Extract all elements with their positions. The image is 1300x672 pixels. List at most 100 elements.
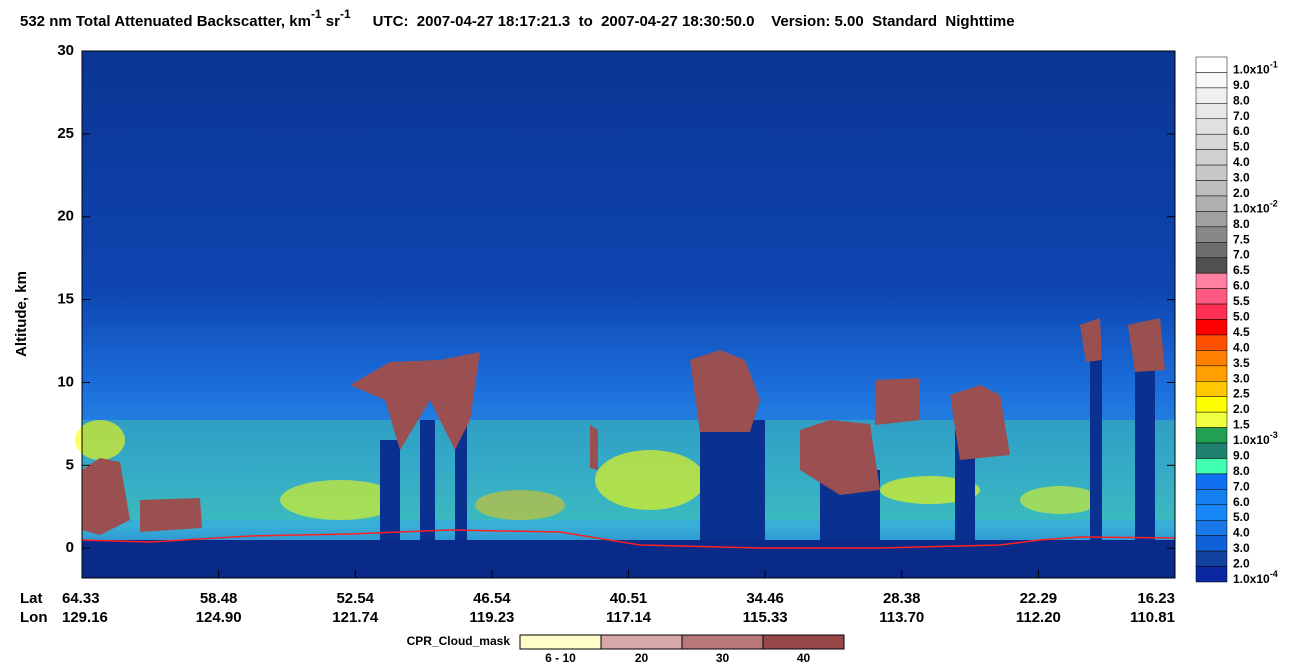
lon-label: 113.70 [879,609,924,626]
cloud-mask-swatch [681,634,764,650]
colorbar-swatch [1195,319,1228,336]
colorbar-label: 4.0 [1233,526,1250,540]
colorbar-swatch [1195,149,1228,166]
colorbar-swatch [1195,164,1228,181]
colorbar-label-text: 1.5 [1233,418,1250,432]
colorbar-label-sup: -4 [1270,569,1278,579]
cloud-mask-swatch [600,634,683,650]
colorbar-label-text: 9.0 [1233,449,1250,463]
colorbar-swatch [1195,365,1228,382]
colorbar-label-text: 1.0x10 [1233,63,1270,77]
colorbar-label-text: 1.0x10 [1233,202,1270,216]
lat-label: 40.51 [610,590,648,607]
colorbar-label: 4.5 [1233,325,1250,339]
colorbar-label: 6.0 [1233,124,1250,138]
colorbar-label-text: 3.5 [1233,356,1250,370]
colorbar-label-text: 2.0 [1233,186,1250,200]
colorbar-label: 6.0 [1233,279,1250,293]
lat-label: 64.33 [62,590,100,607]
colorbar-swatch [1195,72,1228,89]
colorbar-label-text: 6.5 [1233,263,1250,277]
lon-label: 110.81 [1130,609,1175,626]
colorbar-label-text: 2.0 [1233,402,1250,416]
colorbar-swatch [1195,242,1228,258]
colorbar-label: 8.0 [1233,93,1250,107]
title-text: 532 nm Total Attenuated Backscatter, km [20,13,311,30]
colorbar-swatch [1195,442,1228,459]
colorbar-label: 6.5 [1233,263,1250,277]
lon-label: 129.16 [62,609,108,626]
colorbar-label: 5.0 [1233,310,1250,324]
cloud-mask-label: 30 [716,651,730,665]
colorbar-swatch [1195,519,1228,536]
lat-label: 58.48 [200,590,238,607]
lon-label: 119.23 [469,609,514,626]
colorbar-label: 7.5 [1233,232,1250,246]
colorbar-label: 2.5 [1233,387,1250,401]
y-tick-label: 30 [57,42,74,59]
colorbar-label-sup: -1 [1270,60,1278,70]
colorbar-label: 3.0 [1233,371,1250,385]
colorbar-label: 4.0 [1233,341,1250,355]
colorbar-label: 2.0 [1233,186,1250,200]
colorbar-swatch [1195,504,1228,521]
colorbar-label: 2.0 [1233,557,1250,571]
title-sup: -1 [340,7,351,21]
colorbar-label: 5.5 [1233,294,1250,308]
colorbar-swatch [1195,211,1228,228]
y-tick-label: 5 [66,456,74,473]
colorbar-label-text: 4.0 [1233,526,1250,540]
colorbar-label-text: 2.5 [1233,387,1250,401]
colorbar-label: 3.0 [1233,541,1250,555]
lon-label: 115.33 [743,609,788,626]
colorbar-label-sup: -2 [1270,199,1278,209]
lon-label: 124.90 [196,609,242,626]
cloud-mask-swatch [762,634,845,650]
y-tick-label: 25 [57,125,74,142]
colorbar-label-text: 9.0 [1233,78,1250,92]
colorbar-label-text: 1.0x10 [1233,433,1270,447]
y-axis-label: Altitude, km [13,271,30,357]
colorbar-label: 1.0x10-4 [1233,569,1278,586]
colorbar-label-text: 4.0 [1233,155,1250,169]
colorbar-label: 3.5 [1233,356,1250,370]
colorbar-label-text: 3.0 [1233,371,1250,385]
colorbar-label: 7.0 [1233,480,1250,494]
colorbar-label-text: 3.0 [1233,171,1250,185]
colorbar-label-text: 6.0 [1233,495,1250,509]
colorbar-swatch [1195,118,1228,135]
colorbar-label-text: 5.5 [1233,294,1250,308]
colorbar-label-text: 7.0 [1233,248,1250,262]
colorbar-label: 1.0x10-2 [1233,199,1278,216]
colorbar-label-text: 6.0 [1233,279,1250,293]
lat-label: 22.29 [1020,590,1058,607]
lat-label: 34.46 [746,590,784,607]
cloud-mask-title: CPR_Cloud_mask [407,634,511,648]
colorbar-label-sup: -3 [1270,430,1278,440]
colorbar-label: 7.0 [1233,109,1250,123]
colorbar-label-text: 8.0 [1233,464,1250,478]
colorbar-swatch [1195,550,1228,567]
colorbar-label: 9.0 [1233,449,1250,463]
y-tick-label: 0 [66,539,74,556]
x-axis-name: Lat [20,590,43,607]
colorbar-label-text: 5.0 [1233,310,1250,324]
backscatter-image [75,51,1176,578]
colorbar-label: 9.0 [1233,78,1250,92]
cloud-mask-label: 20 [635,651,649,665]
lat-label: 52.54 [336,590,374,607]
colorbar-label-text: 7.5 [1233,232,1250,246]
y-tick-label: 20 [57,208,74,225]
colorbar-swatch [1195,303,1228,320]
lat-label: 28.38 [883,590,921,607]
colorbar-label: 4.0 [1233,155,1250,169]
colorbar-swatch [1195,103,1228,120]
colorbar-swatch [1195,411,1228,428]
title-text: UTC: 2007-04-27 18:17:21.3 to 2007-04-27… [373,13,1015,30]
colorbar-label-text: 7.0 [1233,109,1250,123]
colorbar-label-text: 8.0 [1233,217,1250,231]
colorbar-swatch [1195,473,1228,490]
colorbar-label: 5.0 [1233,510,1250,524]
title-text: sr [322,13,341,30]
